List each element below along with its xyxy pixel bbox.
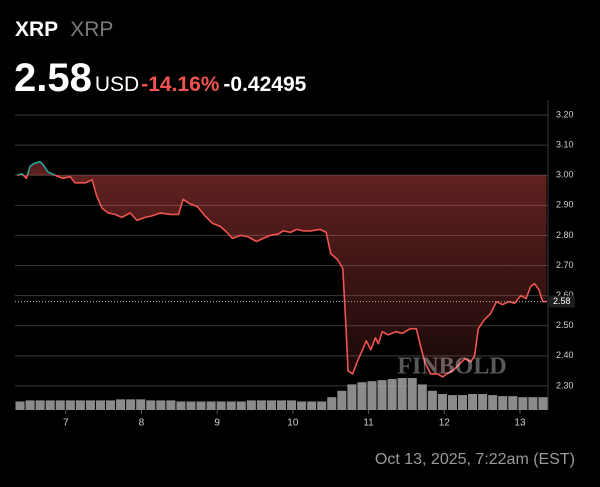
x-tick-label: 11	[363, 418, 374, 429]
volume-bar	[15, 401, 25, 410]
volume-bar	[478, 394, 488, 410]
volume-bar	[106, 400, 116, 410]
volume-bar	[337, 390, 347, 410]
current-price-box	[549, 295, 575, 308]
volume-bar	[65, 400, 75, 410]
volume-bar	[146, 400, 156, 410]
volume-bar	[397, 378, 407, 410]
volume-bar	[85, 400, 95, 410]
volume-bar	[126, 399, 136, 410]
volume-bar	[25, 400, 35, 410]
volume-bar	[417, 384, 427, 410]
price-row: 2.58 USD -14.16% -0.42495	[14, 56, 306, 101]
volume-bar	[156, 400, 166, 410]
volume-bar	[287, 400, 297, 410]
timestamp: Oct 13, 2025, 7:22am (EST)	[375, 451, 575, 468]
volume-bar	[367, 381, 377, 410]
volume-bar	[538, 397, 548, 410]
volume-bar	[447, 395, 457, 410]
y-tick-label: 2.70	[556, 260, 574, 270]
watermark: FINBOLD	[397, 354, 506, 380]
volume-bar	[116, 399, 126, 410]
symbol: XRP	[15, 18, 59, 41]
volume-bar	[196, 401, 206, 410]
x-tick-label: 8	[139, 418, 145, 429]
volume-bar	[55, 400, 65, 410]
volume-bar	[468, 394, 478, 410]
volume-bar	[407, 378, 417, 410]
symbol-row: XRP XRP	[15, 18, 113, 42]
volume-bar	[387, 379, 397, 410]
y-tick-label: 2.80	[556, 230, 574, 240]
volume-bar	[136, 399, 146, 410]
volume-bar	[206, 401, 216, 410]
current-price-label: 2.58	[553, 296, 571, 306]
y-tick-label: 2.40	[556, 350, 574, 360]
volume-bar	[276, 400, 287, 410]
x-tick-label: 13	[514, 418, 526, 429]
y-tick-label: 2.60	[556, 290, 574, 300]
volume-bar	[437, 394, 447, 410]
volume-bar	[488, 395, 498, 410]
volume-bar	[256, 400, 266, 410]
price: 2.58	[14, 56, 92, 100]
y-tick-label: 3.20	[556, 109, 574, 119]
volume-bar	[327, 397, 337, 410]
volume-bar	[216, 401, 226, 410]
volume-bar	[35, 400, 45, 410]
y-tick-label: 2.30	[556, 380, 574, 390]
y-tick-label: 2.90	[556, 200, 574, 210]
currency: USD	[94, 73, 140, 96]
x-tick-label: 10	[287, 418, 299, 429]
y-tick-label: 2.50	[556, 320, 574, 330]
volume-bar	[357, 382, 367, 410]
volume-bar	[236, 401, 246, 410]
y-tick-label: 3.10	[556, 140, 574, 150]
volume-bar	[246, 400, 256, 410]
x-tick-label: 7	[63, 418, 69, 429]
volume-bar	[75, 400, 85, 410]
volume-bar	[297, 401, 307, 410]
volume-bar	[377, 380, 387, 410]
volume-bar	[427, 390, 437, 410]
price-line	[17, 160, 547, 378]
x-tick-label: 9	[214, 418, 220, 429]
change: -0.42495	[223, 73, 307, 96]
asset-name: XRP	[70, 18, 114, 41]
volume-bar	[317, 401, 327, 410]
volume-bar	[176, 401, 186, 410]
volume-bar	[266, 400, 276, 410]
volume-bar	[186, 401, 196, 410]
volume-bar	[518, 397, 528, 410]
volume-bar	[95, 400, 106, 410]
volume-bar	[528, 397, 538, 410]
x-tick-label: 12	[439, 418, 451, 429]
volume-bar	[226, 401, 236, 410]
area-fill	[17, 161, 547, 377]
volume-bar	[307, 401, 317, 410]
volume-bar	[166, 400, 176, 410]
volume-bar	[347, 384, 357, 410]
y-tick-label: 3.00	[556, 170, 574, 180]
volume-bar	[508, 396, 518, 410]
volume-bar	[45, 400, 55, 410]
volume-bar	[457, 395, 468, 410]
change-percent: -14.16%	[141, 73, 220, 96]
volume-bar	[498, 396, 508, 410]
